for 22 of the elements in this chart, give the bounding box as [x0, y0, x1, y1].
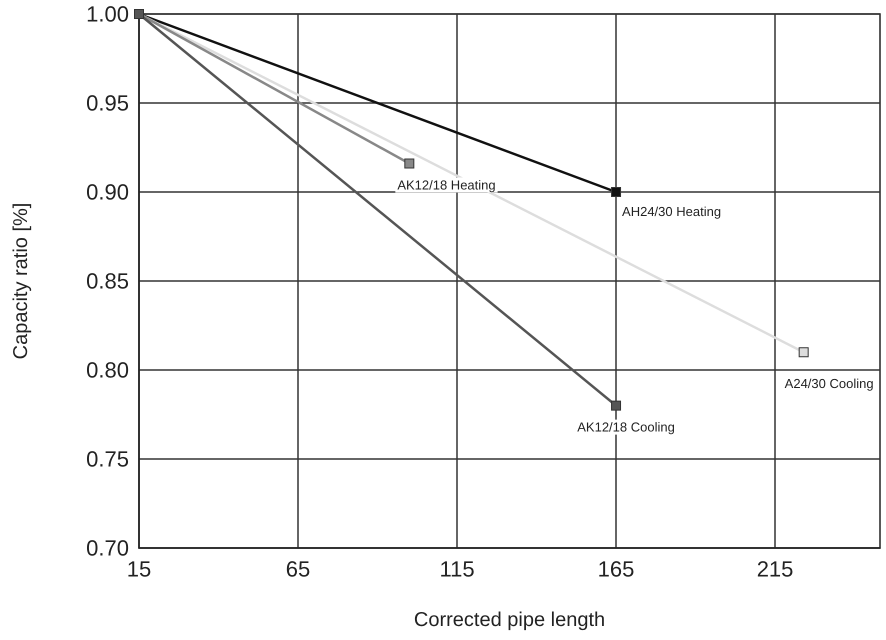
- x-tick-label: 165: [598, 556, 634, 582]
- y-tick-label: 0.70: [86, 536, 129, 560]
- series-label: AK12/18 Cooling: [577, 420, 675, 435]
- x-tick-label: 15: [126, 556, 152, 582]
- point: [798, 347, 809, 358]
- y-axis-title: Capacity ratio [%]: [10, 202, 32, 360]
- series-label: AH24/30 Heating: [622, 204, 722, 219]
- point: [611, 400, 622, 411]
- y-tick-label: 1.00: [86, 2, 129, 26]
- point: [611, 187, 622, 197]
- x-tick-label: 65: [286, 556, 310, 582]
- y-tick-label: 0.75: [86, 446, 129, 472]
- y-tick-label: 0.80: [86, 358, 129, 382]
- series-label: A24/30 Cooling: [784, 376, 874, 392]
- x-axis-title: Corrected pipe length: [414, 609, 606, 631]
- y-tick-label: 0.95: [86, 90, 129, 116]
- x-tick-label: 215: [756, 556, 794, 582]
- y-tick-label: 0.90: [86, 180, 129, 204]
- point: [404, 158, 414, 169]
- series-label: AK12/18 Heating: [397, 178, 496, 193]
- y-tick-label: 0.85: [86, 268, 129, 294]
- x-tick-label: 115: [439, 556, 475, 582]
